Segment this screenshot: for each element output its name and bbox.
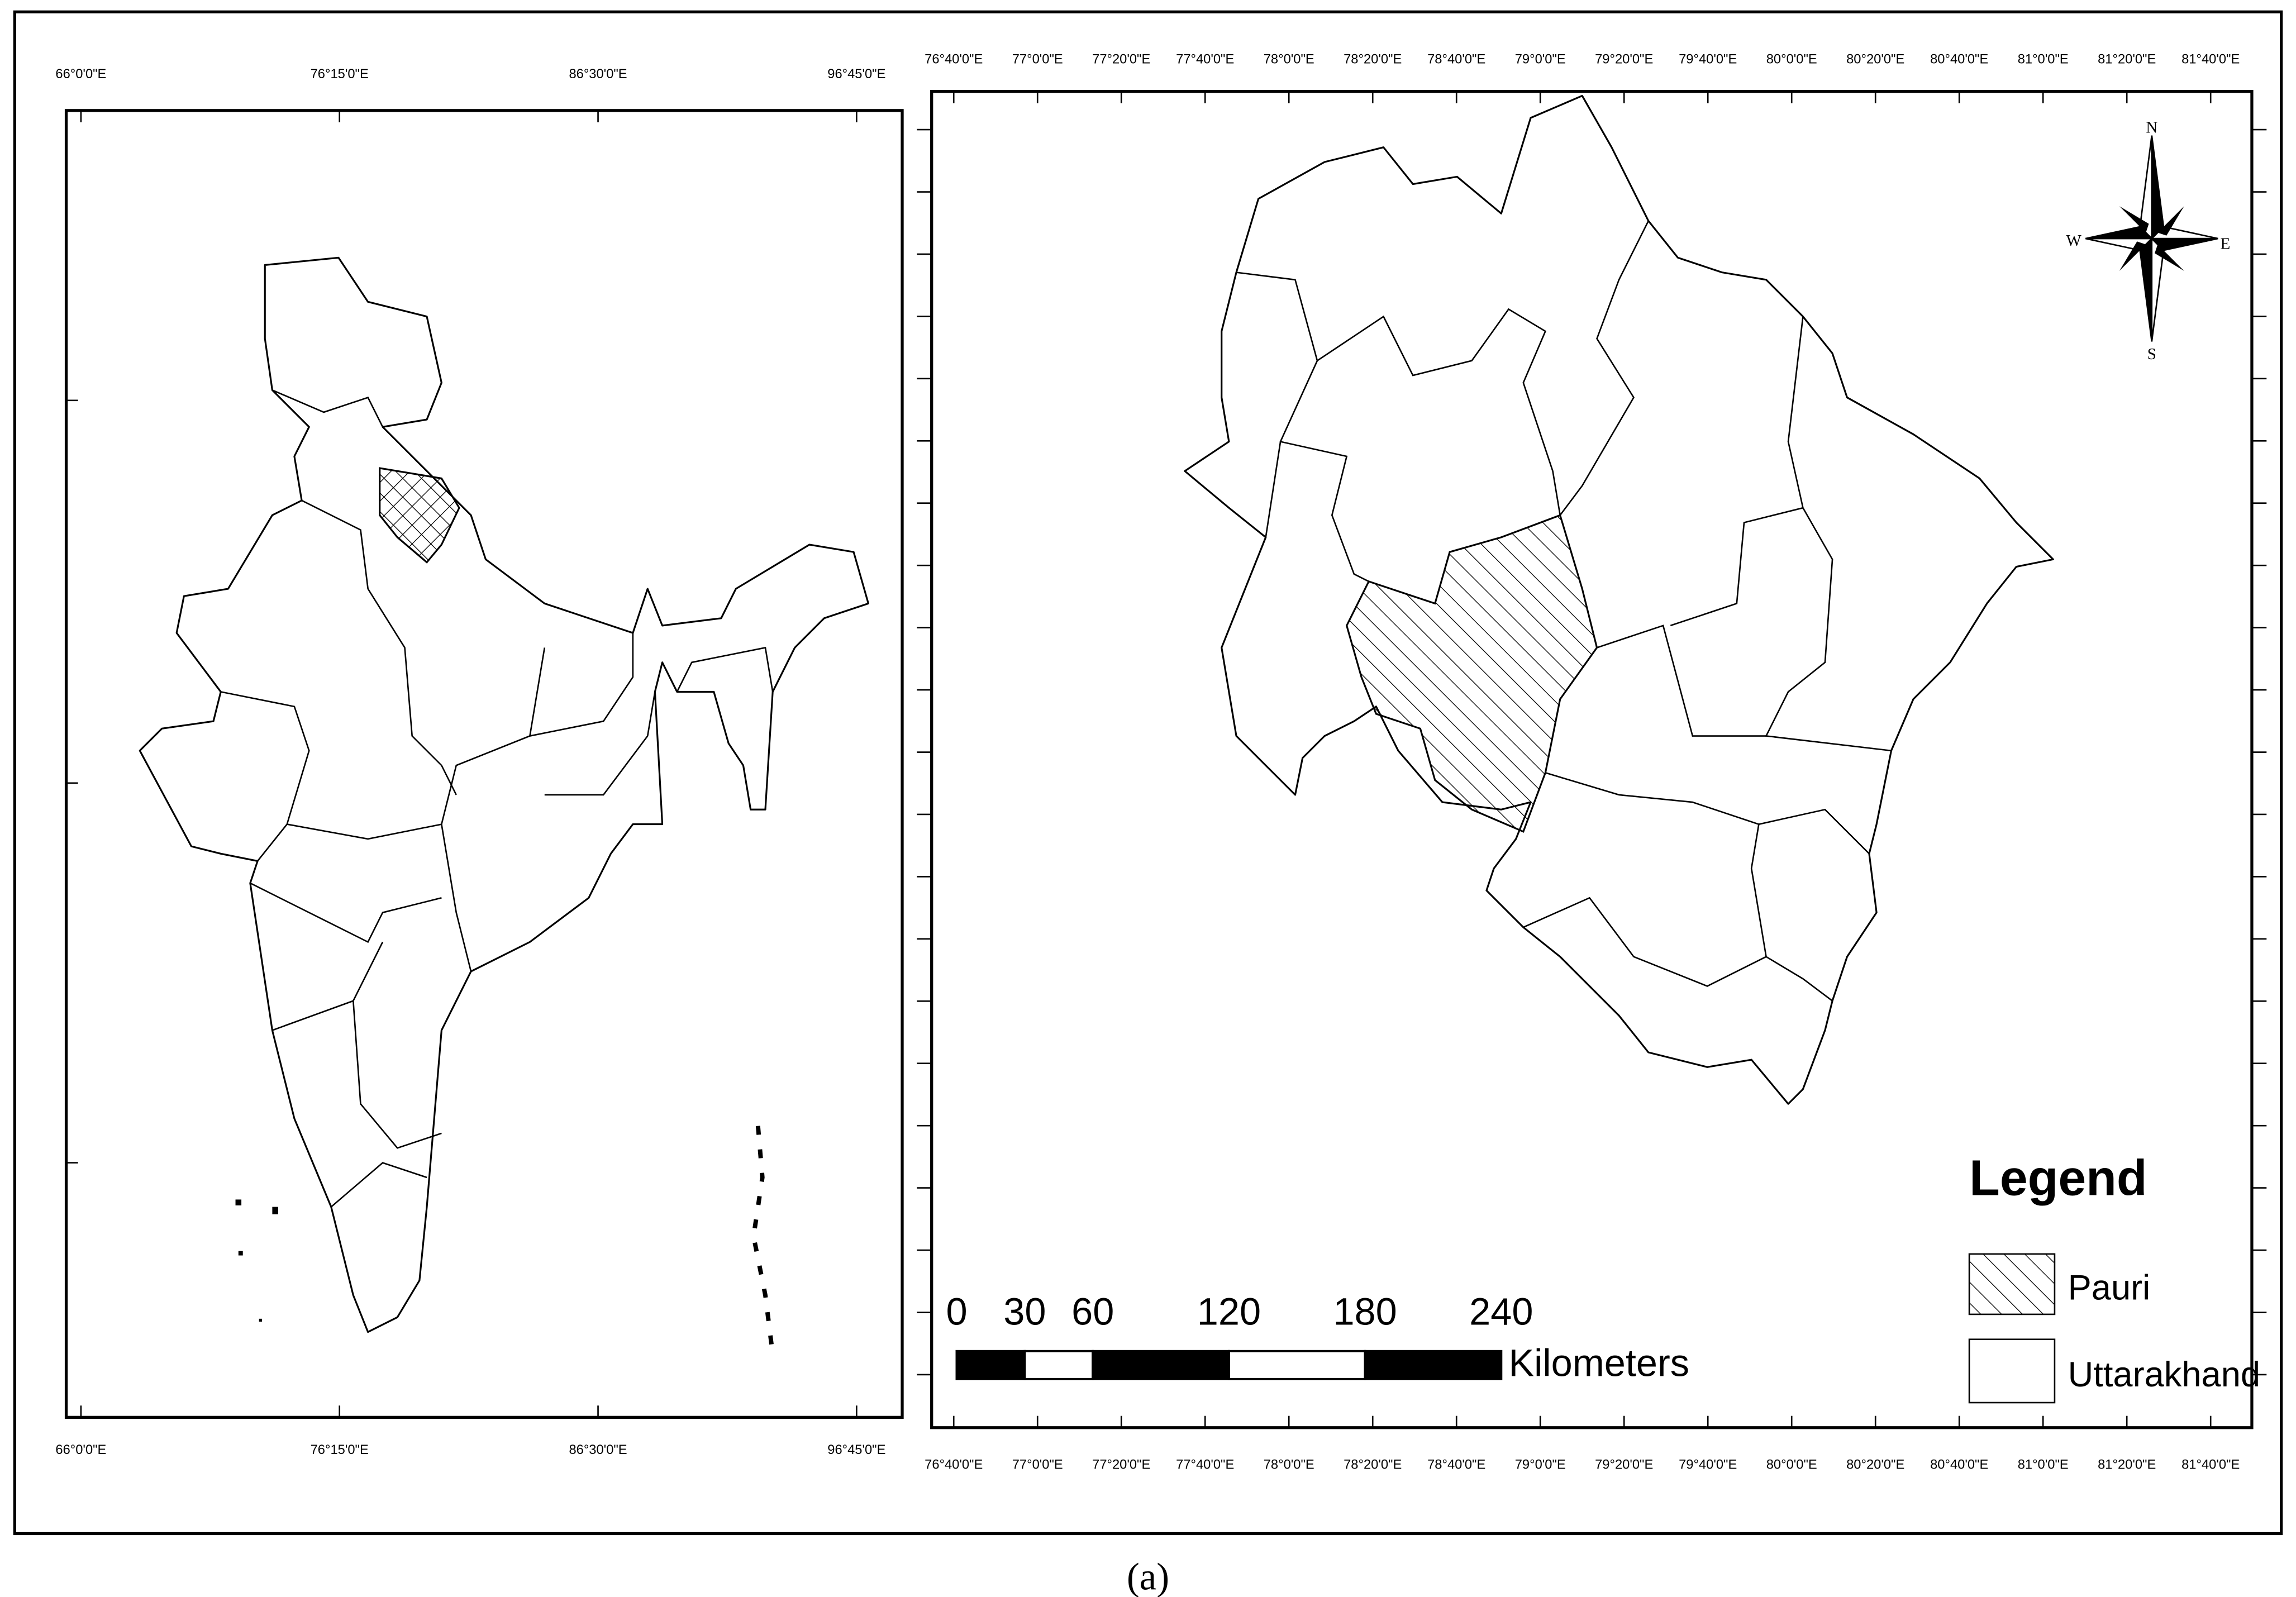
north-arrow — [2085, 135, 2218, 342]
lon-label: 76°15'0"E — [311, 67, 369, 82]
lon-label: 78°0'0"E — [1264, 53, 1314, 67]
scale-segment — [1227, 1350, 1366, 1380]
lon-label: 76°15'0"E — [311, 1443, 369, 1457]
lon-label: 78°0'0"E — [1264, 1458, 1314, 1472]
lon-label: 86°30'0"E — [569, 67, 627, 82]
lon-label: 96°45'0"E — [827, 67, 885, 82]
lon-label: 80°20'0"E — [1846, 1458, 1904, 1472]
lon-label: 79°40'0"E — [1679, 1458, 1737, 1472]
lon-label: 81°40'0"E — [2181, 1458, 2240, 1472]
lon-label: 78°40'0"E — [1427, 53, 1485, 67]
lon-label: 80°40'0"E — [1930, 53, 1988, 67]
legend-swatch — [1968, 1253, 2056, 1315]
scale-label: 120 — [1197, 1290, 1261, 1333]
lon-label: 80°40'0"E — [1930, 1458, 1988, 1472]
lon-label: 81°20'0"E — [2098, 53, 2156, 67]
lon-label: 96°45'0"E — [827, 1443, 885, 1457]
india-map — [139, 256, 870, 1355]
caption: (a) — [1127, 1556, 1169, 1597]
scale-segment — [1092, 1350, 1230, 1380]
compass-w: W — [2066, 232, 2082, 250]
lon-label: 78°20'0"E — [1344, 53, 1402, 67]
lon-label: 79°20'0"E — [1595, 1458, 1653, 1472]
lon-label: 79°40'0"E — [1679, 53, 1737, 67]
lon-label: 86°30'0"E — [569, 1443, 627, 1457]
lon-label: 79°0'0"E — [1515, 1458, 1566, 1472]
lon-label: 78°40'0"E — [1427, 1458, 1485, 1472]
legend-label: Pauri — [2068, 1269, 2151, 1308]
scale-segment — [1364, 1350, 1503, 1380]
lon-label: 77°20'0"E — [1092, 53, 1150, 67]
compass-n: N — [2146, 118, 2157, 136]
scale-segment — [955, 1350, 1026, 1380]
lon-label: 80°0'0"E — [1766, 53, 1817, 67]
legend-title: Legend — [1969, 1150, 2147, 1206]
lon-label: 81°20'0"E — [2098, 1458, 2156, 1472]
lon-label: 81°0'0"E — [2018, 1458, 2069, 1472]
scale-label: 60 — [1071, 1290, 1114, 1333]
lon-label: 77°40'0"E — [1176, 1458, 1234, 1472]
lon-label: 81°40'0"E — [2181, 53, 2240, 67]
lon-label: 80°20'0"E — [1846, 53, 1904, 67]
lon-label: 77°20'0"E — [1092, 1458, 1150, 1472]
lon-label: 77°0'0"E — [1012, 1458, 1063, 1472]
lon-label: 78°20'0"E — [1344, 1458, 1402, 1472]
lon-label: 77°40'0"E — [1176, 53, 1234, 67]
india-frame — [64, 109, 904, 1419]
lon-label: 66°0'0"E — [55, 67, 106, 82]
uttarakhand-inset — [379, 467, 460, 564]
uttarakhand-map — [1184, 94, 2054, 1105]
compass-e: E — [2221, 235, 2231, 252]
scale-segment — [1023, 1350, 1094, 1380]
scale-unit: Kilometers — [1508, 1342, 1689, 1385]
lon-label: 80°0'0"E — [1766, 1458, 1817, 1472]
scale-label: 180 — [1333, 1290, 1397, 1333]
legend-label: Uttarakhand — [2068, 1355, 2260, 1394]
lon-label: 79°0'0"E — [1515, 53, 1566, 67]
scale-label: 30 — [1003, 1290, 1046, 1333]
compass-s: S — [2147, 345, 2156, 363]
lon-label: 81°0'0"E — [2018, 53, 2069, 67]
scale-label: 240 — [1469, 1290, 1533, 1333]
lon-label: 79°20'0"E — [1595, 53, 1653, 67]
lon-label: 66°0'0"E — [55, 1443, 106, 1457]
outer-frame — [13, 10, 2283, 1536]
legend-swatch — [1968, 1338, 2056, 1404]
uttarakhand-frame — [930, 89, 2254, 1429]
lon-label: 76°40'0"E — [925, 1458, 983, 1472]
lon-label: 76°40'0"E — [925, 53, 983, 67]
lon-label: 77°0'0"E — [1012, 53, 1063, 67]
scale-label: 0 — [946, 1290, 967, 1333]
pauri-district — [1345, 514, 1598, 833]
